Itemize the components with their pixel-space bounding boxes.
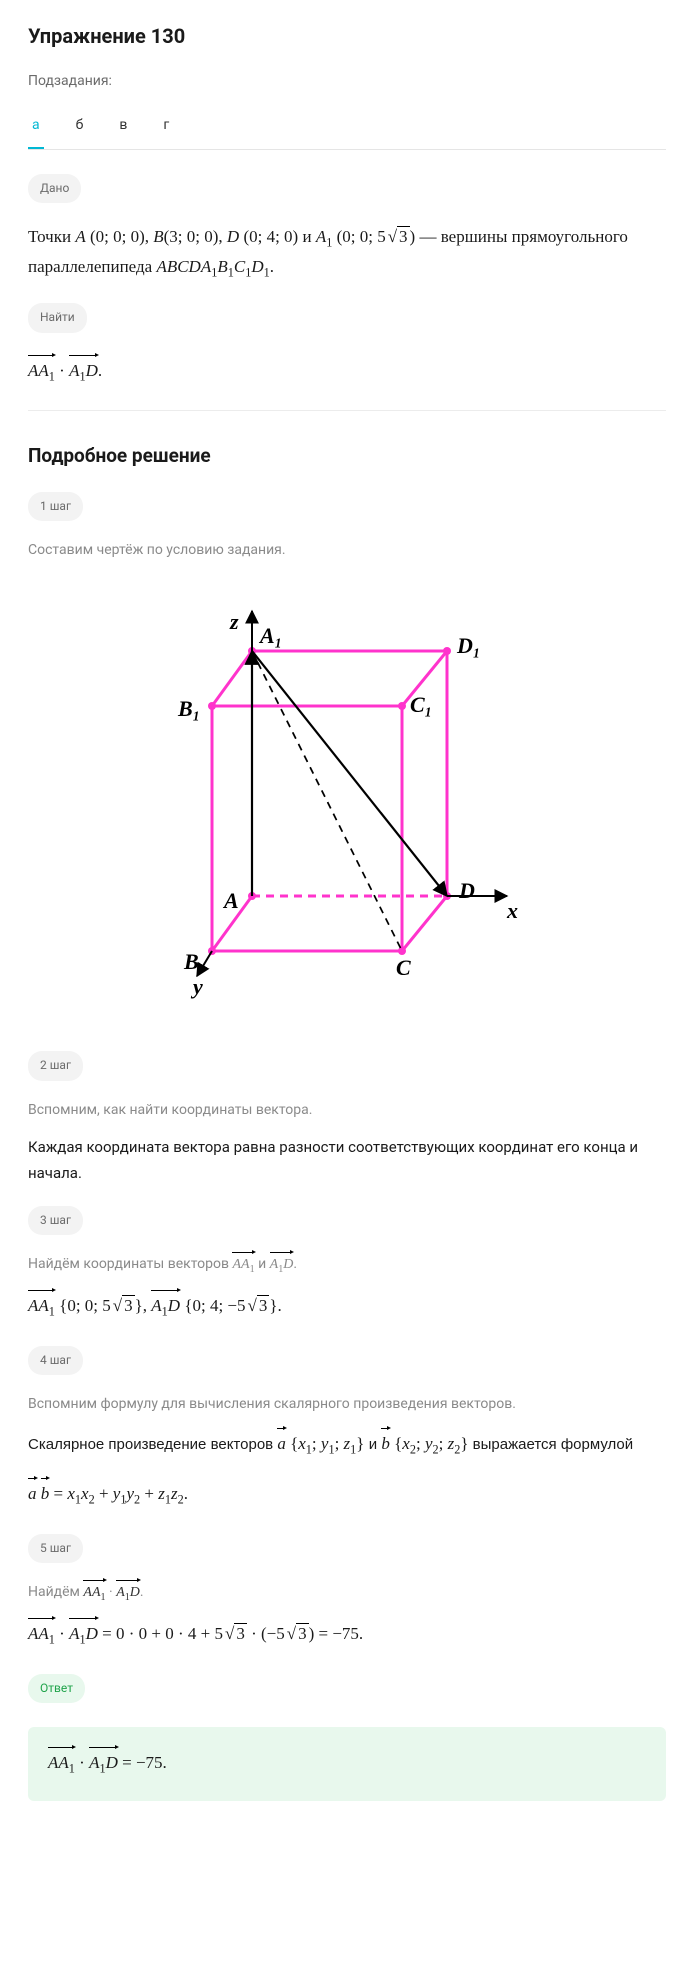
svg-text:A: A	[222, 888, 239, 913]
tab-b[interactable]: б	[72, 106, 88, 148]
svg-text:A₁: A₁	[258, 623, 282, 648]
find-expression: AA1 · A1D.	[28, 357, 666, 387]
step5-calc: AA1 · A1D = 0 · 0 + 0 · 4 + 53 · (−53) =…	[28, 1620, 666, 1650]
step4-badge: 4 шаг	[28, 1346, 83, 1375]
step3-text: Найдём координаты векторов AA1 и A1D.	[28, 1253, 666, 1278]
step4-formula: a b = x1x2 + y1y2 + z1z2.	[28, 1480, 666, 1510]
tabs: а б в г	[28, 106, 666, 149]
tab-v[interactable]: в	[115, 106, 131, 148]
solution-title: Подробное решение	[28, 441, 666, 471]
step5-badge: 5 шаг	[28, 1534, 83, 1563]
svg-text:B₁: B₁	[177, 696, 200, 721]
step2-text: Вспомним, как найти координаты вектора.	[28, 1099, 666, 1121]
step4-text: Вспомним формулу для вычисления скалярно…	[28, 1393, 666, 1415]
step1-text: Составим чертёж по условию задания.	[28, 539, 666, 561]
svg-text:z: z	[229, 609, 239, 634]
answer-box: AA1 · A1D = −75.	[28, 1727, 666, 1801]
tab-g[interactable]: г	[159, 106, 173, 148]
svg-text:B: B	[183, 949, 199, 974]
given-prefix: Точки	[28, 227, 75, 246]
step1-badge: 1 шаг	[28, 492, 83, 521]
step3-coords: AA1 {0; 0; 53}, A1D {0; 4; −53}.	[28, 1292, 666, 1322]
svg-text:C₁: C₁	[410, 692, 432, 717]
step5-text: Найдём AA1 · A1D.	[28, 1581, 666, 1606]
subtasks-label: Подзадания:	[28, 70, 666, 92]
tab-a[interactable]: а	[28, 106, 44, 148]
diagram: A B C D A₁ B₁ C₁ D₁ x y z	[28, 581, 666, 1001]
find-badge: Найти	[28, 303, 87, 332]
svg-text:x: x	[506, 898, 518, 923]
answer-badge: Ответ	[28, 1674, 85, 1703]
svg-text:D₁: D₁	[456, 633, 481, 658]
step4-rule: Скалярное произведение векторов a {x1; y…	[28, 1430, 666, 1460]
svg-text:y: y	[190, 974, 203, 999]
step2-badge: 2 шаг	[28, 1051, 83, 1080]
step2-rule: Каждая координата вектора равна разности…	[28, 1135, 666, 1186]
svg-text:C: C	[396, 955, 411, 980]
given-points: A (0; 0; 0), B(3; 0; 0), D (0; 4; 0) и A…	[75, 227, 415, 246]
page-title: Упражнение 130	[28, 20, 666, 52]
svg-text:D: D	[458, 878, 475, 903]
parallelepiped-diagram: A B C D A₁ B₁ C₁ D₁ x y z	[157, 581, 537, 1001]
divider	[28, 410, 666, 411]
given-badge: Дано	[28, 174, 81, 203]
answer-expression: AA1 · A1D = −75.	[48, 1749, 646, 1779]
step3-badge: 3 шаг	[28, 1206, 83, 1235]
given-text: Точки A (0; 0; 0), B(3; 0; 0), D (0; 4; …	[28, 223, 666, 283]
